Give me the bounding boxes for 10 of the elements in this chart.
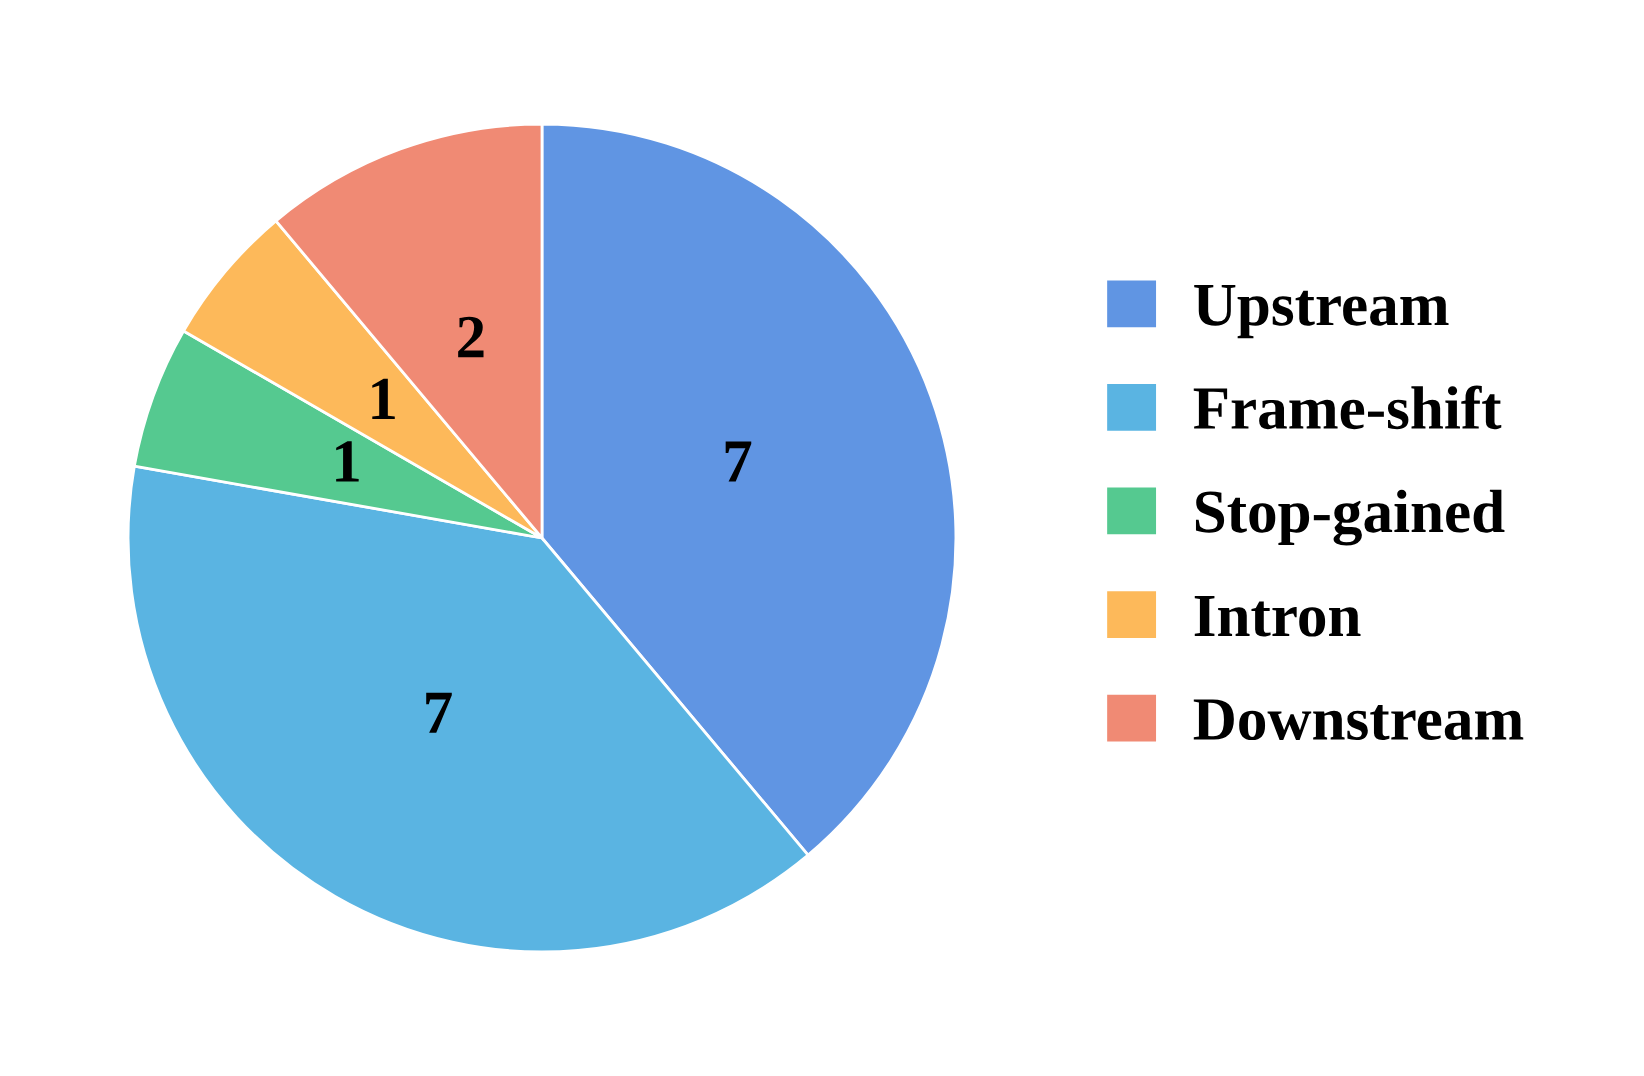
legend-label: Stop-gained [1195, 489, 1505, 546]
data-label: 2 [458, 316, 484, 358]
legend-label: Upstream [1194, 285, 1449, 339]
legend-label: Frame-shift [1193, 385, 1502, 430]
legend-label: Downstream [1193, 699, 1524, 741]
data-label: 7 [426, 692, 452, 733]
data-label: 1 [336, 441, 359, 482]
data-label: 7 [725, 441, 752, 482]
legend-label: Intron [1194, 595, 1361, 637]
data-label: 1 [372, 378, 395, 419]
